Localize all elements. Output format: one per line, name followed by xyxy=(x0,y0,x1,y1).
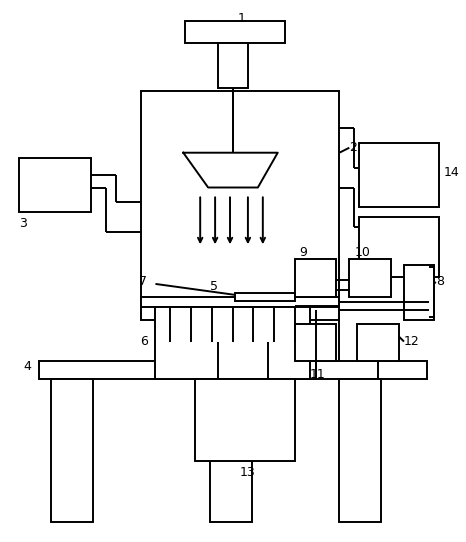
Text: 3: 3 xyxy=(19,217,27,230)
Bar xyxy=(141,297,339,307)
Text: 10: 10 xyxy=(354,246,370,259)
Bar xyxy=(218,43,248,88)
Text: 8: 8 xyxy=(436,275,444,288)
Text: 2: 2 xyxy=(350,141,357,154)
Bar xyxy=(350,259,391,297)
Bar xyxy=(235,293,295,301)
Text: 9: 9 xyxy=(300,246,308,259)
Bar xyxy=(357,324,399,362)
Text: 11: 11 xyxy=(309,369,325,382)
Bar xyxy=(156,307,309,379)
Bar xyxy=(195,379,295,461)
Text: 7: 7 xyxy=(138,275,147,288)
Text: 13: 13 xyxy=(240,466,256,479)
Bar xyxy=(185,22,285,43)
Bar xyxy=(295,324,336,362)
Bar xyxy=(404,265,434,320)
Bar xyxy=(359,143,439,208)
Text: 6: 6 xyxy=(141,335,149,348)
Text: 12: 12 xyxy=(404,335,420,348)
Bar xyxy=(359,217,439,277)
Text: 5: 5 xyxy=(210,280,218,293)
Bar xyxy=(141,91,339,320)
Bar xyxy=(19,158,91,212)
Bar xyxy=(210,379,252,522)
Text: 1: 1 xyxy=(238,12,246,25)
Text: 4: 4 xyxy=(23,360,31,373)
Bar xyxy=(339,379,381,522)
Bar xyxy=(295,259,336,297)
Bar xyxy=(51,379,93,522)
Bar xyxy=(39,362,427,379)
Text: 14: 14 xyxy=(444,166,459,179)
